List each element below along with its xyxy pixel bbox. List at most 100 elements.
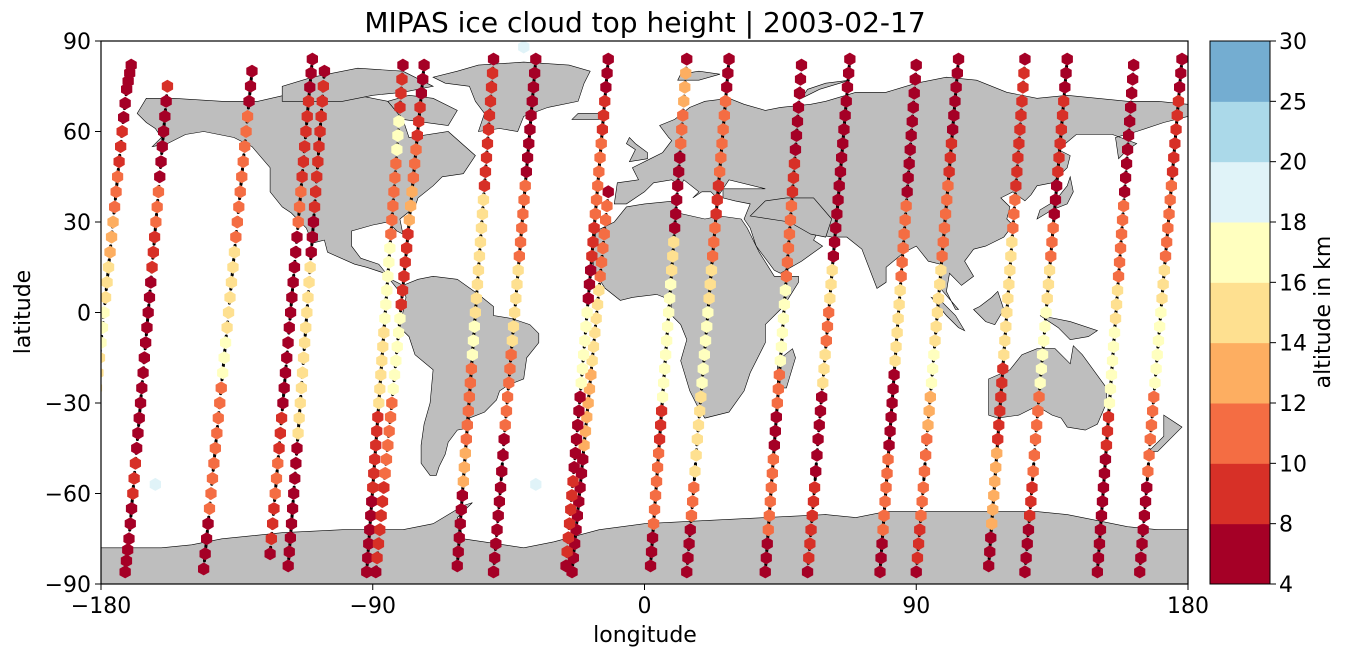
cloud-marker xyxy=(824,291,836,305)
cloud-marker xyxy=(401,241,413,255)
cloud-marker xyxy=(595,137,607,151)
cloud-marker xyxy=(372,410,384,424)
cloud-marker xyxy=(814,404,827,418)
cloud-marker xyxy=(715,151,727,165)
cloud-marker xyxy=(1115,227,1128,241)
cloud-marker xyxy=(1141,481,1153,494)
cloud-marker xyxy=(489,551,501,565)
cloud-marker xyxy=(1128,58,1140,72)
cloud-marker xyxy=(477,193,490,207)
cloud-marker xyxy=(415,86,427,100)
cloud-marker xyxy=(895,269,907,283)
cloud-marker xyxy=(1100,438,1113,452)
cloud-marker xyxy=(222,306,235,319)
cloud-marker xyxy=(410,143,422,157)
cloud-marker xyxy=(655,418,667,432)
cloud-marker xyxy=(943,165,955,179)
track-line-4 xyxy=(286,69,326,568)
cloud-marker xyxy=(679,80,691,94)
cloud-marker xyxy=(375,509,387,523)
cloud-marker xyxy=(228,245,240,259)
cloud-marker xyxy=(1150,362,1162,376)
cloud-marker xyxy=(317,79,329,93)
cloud-marker xyxy=(215,381,227,395)
cloud-marker xyxy=(523,137,535,151)
cloud-marker xyxy=(1018,66,1030,80)
cloud-marker xyxy=(451,559,463,573)
cloud-marker xyxy=(364,523,376,537)
cloud-marker xyxy=(1039,320,1051,334)
cloud-marker xyxy=(578,348,590,362)
cloud-marker xyxy=(527,80,540,94)
cloud-marker xyxy=(878,509,890,523)
cloud-marker xyxy=(1148,390,1160,404)
cloud-marker xyxy=(107,215,119,229)
cloud-marker xyxy=(463,390,475,404)
cloud-marker xyxy=(118,110,130,124)
cloud-marker xyxy=(787,171,800,185)
cloud-marker xyxy=(295,185,307,199)
cloud-marker xyxy=(1031,418,1043,432)
cloud-marker xyxy=(818,362,830,376)
cloud-marker xyxy=(1033,390,1045,404)
cloud-marker-outlier xyxy=(518,41,530,54)
cloud-marker xyxy=(1123,129,1135,142)
x-tick-label: 180 xyxy=(1167,594,1209,619)
cloud-marker xyxy=(650,474,663,488)
cloud-marker xyxy=(657,390,669,404)
cloud-marker xyxy=(938,221,951,235)
cloud-marker xyxy=(514,235,527,249)
cloud-marker xyxy=(681,52,693,66)
cloud-marker xyxy=(988,489,1000,502)
cloud-marker xyxy=(371,424,383,438)
cloud-marker xyxy=(305,245,317,259)
cloud-marker xyxy=(395,86,407,100)
cloud-marker xyxy=(502,390,514,404)
cloud-marker xyxy=(776,326,788,340)
cloud-marker xyxy=(897,241,909,255)
cloud-marker xyxy=(297,155,309,169)
cloud-marker xyxy=(1007,221,1019,235)
cloud-marker xyxy=(526,94,538,108)
cloud-marker xyxy=(589,207,601,221)
cloud-marker xyxy=(240,125,252,138)
cloud-marker xyxy=(839,108,851,122)
cloud-marker xyxy=(992,432,1004,446)
cloud-marker xyxy=(286,290,298,304)
cloud-marker xyxy=(1025,495,1037,508)
cloud-marker xyxy=(587,235,599,249)
cloud-marker xyxy=(689,464,701,478)
cloud-marker xyxy=(911,551,924,565)
track-line-5 xyxy=(268,57,314,556)
cloud-marker xyxy=(530,52,542,66)
cloud-marker xyxy=(76,532,87,545)
cloud-marker xyxy=(951,66,963,80)
y-tick-label: 0 xyxy=(77,302,91,327)
cloud-marker xyxy=(673,165,685,179)
cloud-marker xyxy=(306,230,318,244)
cloud-marker xyxy=(886,396,898,410)
cloud-marker xyxy=(239,140,251,154)
cloud-marker xyxy=(313,140,325,154)
cloud-marker xyxy=(473,249,486,263)
cloud-marker xyxy=(472,263,485,277)
cloud-marker xyxy=(936,249,948,263)
cloud-marker xyxy=(701,320,713,334)
cloud-marker xyxy=(137,366,149,380)
cloud-marker xyxy=(902,171,914,185)
cloud-marker xyxy=(1168,151,1180,165)
cloud-marker xyxy=(1019,52,1031,66)
cloud-marker xyxy=(367,481,379,494)
cloud-marker xyxy=(658,376,670,390)
cloud-marker xyxy=(666,263,678,277)
cloud-marker xyxy=(668,235,680,249)
cloud-marker xyxy=(1147,404,1159,418)
cloud-marker xyxy=(944,151,956,165)
cloud-marker xyxy=(1109,312,1122,325)
cloud-marker xyxy=(586,354,598,368)
cloud-marker xyxy=(1059,80,1071,94)
cloud-marker xyxy=(1114,241,1127,255)
cloud-marker xyxy=(394,312,406,325)
cloud-marker xyxy=(681,565,693,579)
cloud-marker xyxy=(596,123,608,136)
